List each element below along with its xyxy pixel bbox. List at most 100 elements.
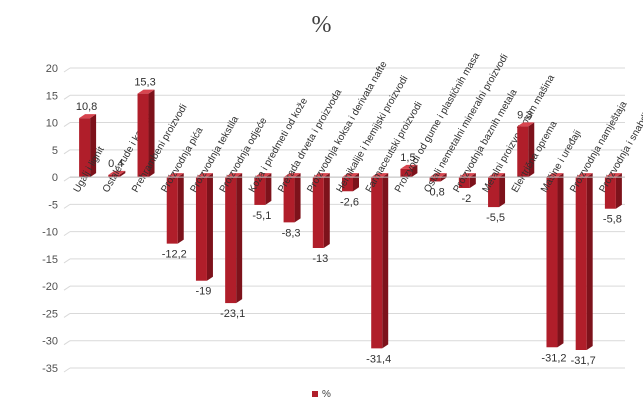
bar	[604, 177, 616, 209]
bar-side	[615, 173, 622, 209]
bar	[283, 177, 295, 223]
y-tick-label: -20	[42, 281, 58, 293]
bar	[546, 177, 558, 348]
bar	[137, 93, 149, 178]
bar	[79, 118, 91, 178]
bar	[575, 177, 587, 350]
bar	[342, 177, 353, 192]
gridline-depth	[63, 231, 71, 237]
gridline-depth	[63, 122, 71, 127]
data-label: -12,2	[162, 249, 187, 261]
data-label: -2	[461, 193, 471, 205]
data-label: -5,1	[252, 210, 271, 222]
bar	[108, 174, 120, 178]
bar-top	[79, 114, 97, 119]
data-label: -5,5	[486, 212, 505, 224]
data-label: -31,2	[541, 352, 566, 364]
bar	[517, 126, 529, 178]
y-tick-label: -10	[42, 227, 58, 239]
category-label: Farmaceutski proizvodi	[364, 100, 425, 195]
y-tick-label: -15	[42, 254, 58, 266]
legend-label: %	[322, 389, 331, 400]
bar-top	[400, 164, 418, 169]
bar-side	[323, 173, 330, 248]
gridline-depth	[63, 340, 71, 346]
bar	[225, 177, 237, 304]
bar-side	[148, 89, 155, 178]
bar-side	[528, 122, 535, 178]
bar-top	[342, 173, 359, 178]
bar-top	[546, 173, 564, 178]
bar	[400, 168, 412, 178]
y-tick-label: -35	[42, 363, 58, 375]
bar-top	[108, 170, 126, 175]
chart-title: %	[311, 12, 332, 38]
gridline-depth	[63, 67, 71, 73]
gridline-depth	[63, 367, 71, 373]
y-tick-label: 15	[46, 90, 58, 102]
bar-side	[177, 173, 184, 244]
gridline-depth	[63, 313, 71, 318]
bar	[371, 177, 383, 349]
bar-top	[371, 173, 389, 178]
bar	[429, 177, 441, 182]
bar-top	[575, 173, 593, 178]
bar-top	[429, 173, 447, 178]
gridline-depth	[63, 176, 71, 182]
data-label: 9,3	[517, 109, 532, 121]
bar-side	[90, 114, 97, 178]
bar-side	[411, 164, 418, 178]
bar-top	[488, 173, 506, 178]
data-label: -8,3	[282, 227, 301, 239]
data-label: 1,5	[400, 152, 415, 164]
y-tick-label: -30	[42, 336, 58, 348]
legend: %	[0, 389, 643, 400]
bar-side	[236, 173, 243, 304]
bar	[312, 177, 324, 248]
y-tick-label: 0	[52, 172, 58, 184]
y-tick-label: 10	[46, 118, 58, 130]
data-label: -31,4	[366, 353, 391, 365]
data-label: 15,3	[134, 77, 155, 89]
data-label: 0,8	[429, 186, 444, 198]
bar-top	[604, 173, 622, 178]
y-tick-label: 5	[52, 145, 58, 157]
bar-top	[225, 173, 243, 178]
bar	[488, 177, 500, 208]
bar	[166, 177, 178, 244]
bar-side	[265, 173, 272, 205]
bar-top	[254, 173, 272, 178]
bar-side	[294, 173, 301, 223]
y-tick-label: 20	[46, 63, 58, 75]
data-label: -23,1	[220, 308, 245, 320]
bar	[458, 177, 470, 188]
legend-swatch	[312, 391, 319, 398]
data-label: -19	[195, 286, 211, 298]
bar-top	[137, 89, 155, 94]
bar-side	[206, 173, 213, 281]
gridline-depth	[63, 258, 71, 264]
y-tick-label: -5	[48, 199, 58, 211]
bar-top	[166, 173, 184, 178]
bar-side	[499, 173, 506, 208]
data-label: 10,8	[76, 101, 97, 113]
bar-top	[195, 173, 213, 178]
bar	[254, 177, 266, 205]
data-label: -31,7	[571, 355, 596, 367]
y-tick-label: -25	[42, 308, 58, 320]
gridline-depth	[63, 94, 71, 100]
data-label: 0,4	[108, 158, 123, 170]
bar-side	[586, 173, 593, 350]
data-label: -13	[312, 253, 328, 265]
bar-top	[458, 173, 476, 178]
gridline-depth	[63, 285, 71, 291]
bar-top	[312, 173, 330, 178]
bar-side	[353, 173, 359, 192]
bar-side	[119, 170, 126, 178]
bar	[195, 177, 207, 281]
bar-top	[517, 122, 535, 127]
gridline-depth	[63, 149, 71, 155]
data-label: -5,8	[603, 214, 622, 226]
